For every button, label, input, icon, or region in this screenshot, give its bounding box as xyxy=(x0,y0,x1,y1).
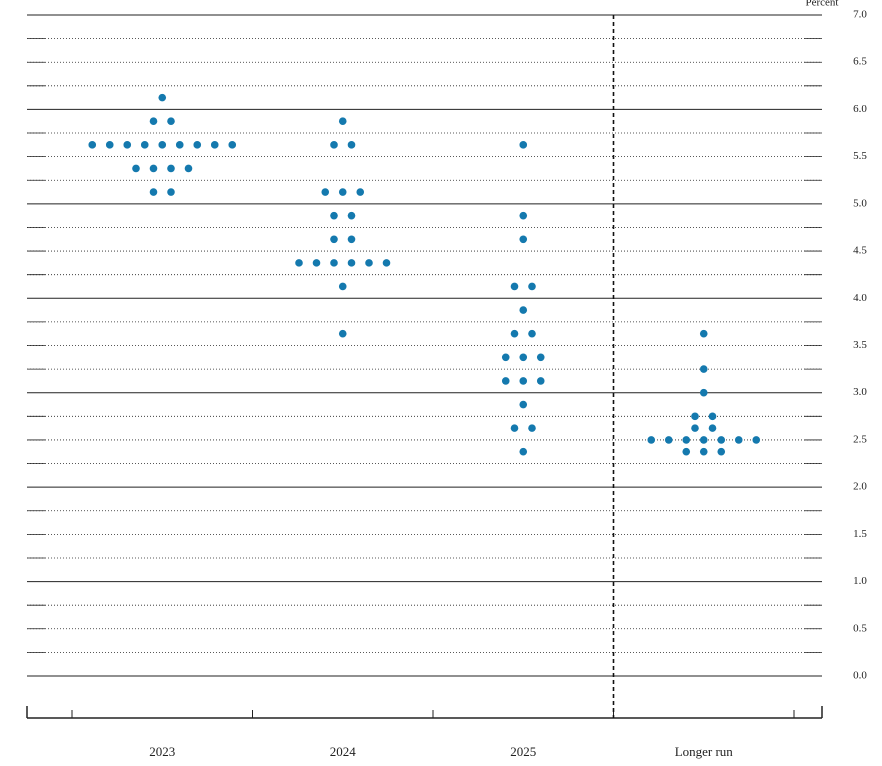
dot xyxy=(519,447,528,456)
y-tick-label: 5.0 xyxy=(853,197,867,209)
dot xyxy=(295,259,303,267)
dot xyxy=(356,188,365,196)
dot xyxy=(167,188,175,196)
dot xyxy=(528,424,536,432)
dot xyxy=(519,141,528,149)
dot xyxy=(312,259,321,267)
dot xyxy=(708,424,717,432)
dot xyxy=(365,259,373,267)
dot xyxy=(347,259,356,267)
y-tick-label: 1.0 xyxy=(853,575,867,587)
dot xyxy=(228,141,237,149)
dot xyxy=(501,353,510,362)
dot xyxy=(519,353,528,362)
dot xyxy=(536,377,545,385)
dot xyxy=(210,141,219,149)
dot xyxy=(330,259,338,267)
dot xyxy=(184,164,193,173)
y-tick-label: 0.5 xyxy=(853,622,867,634)
y-tick-label: 7.0 xyxy=(853,9,867,21)
y-tick-label: 6.5 xyxy=(853,56,867,68)
dot xyxy=(682,447,691,456)
dot xyxy=(717,436,726,444)
dot xyxy=(699,329,708,338)
dot xyxy=(105,141,114,149)
dot xyxy=(338,282,347,291)
dot xyxy=(149,188,158,196)
y-tick-label: 4.5 xyxy=(853,245,867,257)
dot xyxy=(536,353,545,362)
dot xyxy=(682,436,691,444)
dot xyxy=(167,117,175,126)
dot xyxy=(149,117,158,126)
dot xyxy=(519,235,528,244)
dot xyxy=(691,424,699,432)
dot xyxy=(510,329,519,338)
x-tick-label: Longer run xyxy=(675,744,734,759)
dot xyxy=(528,329,536,338)
dot xyxy=(382,259,391,267)
dot xyxy=(175,141,184,149)
y-tick-label: 3.5 xyxy=(853,339,867,351)
dot xyxy=(158,141,167,149)
dot xyxy=(699,388,708,397)
dot xyxy=(510,282,519,291)
y-tick-label: 5.5 xyxy=(853,150,867,162)
dot xyxy=(347,141,356,149)
dot xyxy=(149,164,158,173)
dot xyxy=(330,235,338,244)
dot xyxy=(752,436,761,444)
dot xyxy=(193,141,202,149)
dot xyxy=(519,400,528,409)
dot xyxy=(330,141,338,149)
y-tick-label: 4.0 xyxy=(853,292,867,304)
dot xyxy=(132,164,140,173)
dot xyxy=(519,377,528,385)
dot xyxy=(123,141,132,149)
dot xyxy=(699,365,708,373)
dot xyxy=(347,211,356,220)
y-axis-label: Percent xyxy=(806,0,839,9)
dot xyxy=(167,164,175,173)
y-tick-label: 3.0 xyxy=(853,386,867,398)
dot xyxy=(528,282,536,291)
x-tick-label: 2025 xyxy=(510,744,536,759)
y-tick-label: 6.0 xyxy=(853,103,867,115)
x-tick-label: 2023 xyxy=(149,744,175,759)
dot xyxy=(158,93,167,102)
dot xyxy=(699,447,708,456)
y-tick-label: 2.5 xyxy=(853,433,867,445)
dot xyxy=(140,141,149,149)
y-tick-label: 0.0 xyxy=(853,670,867,682)
y-tick-label: 2.0 xyxy=(853,481,867,493)
dot xyxy=(699,436,708,444)
dot xyxy=(717,447,726,456)
dot xyxy=(510,424,519,432)
y-tick-label: 1.5 xyxy=(853,528,867,540)
dot xyxy=(647,436,656,444)
dot xyxy=(519,211,528,220)
dot xyxy=(708,412,717,421)
dot xyxy=(338,188,347,196)
dot xyxy=(338,329,347,338)
dot xyxy=(664,436,673,444)
dot xyxy=(321,188,330,196)
dot xyxy=(338,117,347,126)
dot xyxy=(691,412,699,421)
dot xyxy=(734,436,743,444)
dot xyxy=(501,377,510,385)
dot xyxy=(519,306,528,314)
x-tick-label: 2024 xyxy=(330,744,357,759)
dot xyxy=(88,141,97,149)
dot xyxy=(347,235,356,244)
dot xyxy=(330,211,338,220)
